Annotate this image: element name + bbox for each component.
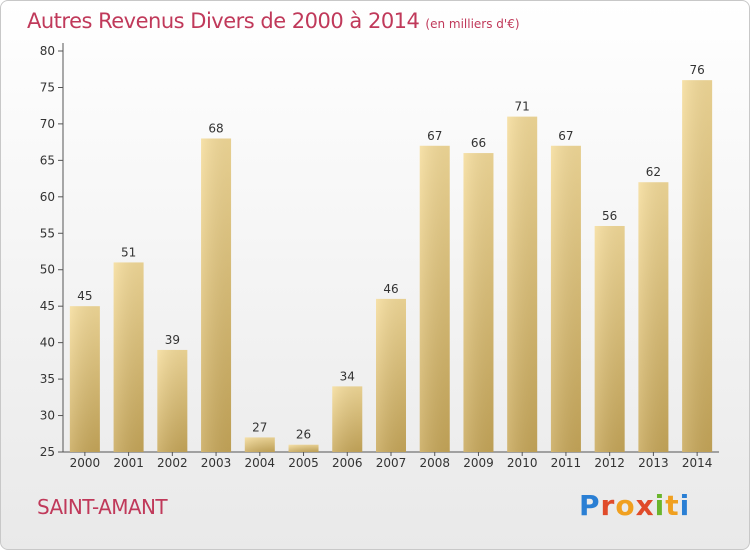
y-tick-label: 35 [40, 372, 55, 386]
chart-title-text: Autres Revenus Divers de 2000 à 2014 [27, 9, 420, 33]
y-tick-label: 40 [40, 336, 55, 350]
y-tick-label: 30 [40, 409, 55, 423]
data-label-2003: 68 [208, 121, 223, 135]
data-label-2014: 76 [689, 63, 704, 77]
bar-shade-2002 [157, 349, 188, 452]
x-tick-label-2000: 2000 [70, 456, 101, 470]
bar-shade-2005 [288, 444, 319, 452]
x-axis: 2000 2001 2002 2003 2004 2005 2006 2007 2008 2009… [63, 451, 719, 470]
data-label-2001: 51 [121, 245, 136, 259]
data-label-2005: 26 [296, 428, 311, 442]
y-tick-label: 45 [40, 299, 55, 313]
x-tick-label-2006: 2006 [332, 456, 363, 470]
data-label-2009: 66 [471, 136, 486, 150]
bar-shade-2006 [332, 386, 363, 452]
commune-name: SAINT-AMANT [37, 495, 168, 519]
x-tick-label-2012: 2012 [594, 456, 625, 470]
bar-shade-2012 [594, 225, 625, 452]
x-tick-label-2010: 2010 [507, 456, 538, 470]
y-tick-label: 70 [40, 117, 55, 131]
bar-shade-2004 [244, 437, 275, 452]
x-tick-label-2007: 2007 [376, 456, 407, 470]
bar-shade-2000 [69, 306, 100, 452]
bar-shade-2014 [682, 80, 713, 452]
bar-shade-2013 [638, 182, 669, 452]
chart-title: Autres Revenus Divers de 2000 à 2014 (en … [27, 9, 520, 33]
data-label-2010: 71 [515, 100, 530, 114]
data-label-2011: 67 [558, 129, 573, 143]
y-tick-label: 60 [40, 190, 55, 204]
x-tick-label-2002: 2002 [157, 456, 188, 470]
data-label-2008: 67 [427, 129, 442, 143]
y-tick-label: 75 [40, 80, 55, 94]
y-tick-label: 65 [40, 153, 55, 167]
data-label-2000: 45 [77, 289, 92, 303]
x-tick-label-2004: 2004 [245, 456, 276, 470]
bar-shade-2009 [463, 153, 494, 452]
x-tick-label-2014: 2014 [682, 456, 713, 470]
x-tick-label-2001: 2001 [113, 456, 144, 470]
y-tick-label: 25 [40, 445, 55, 459]
y-tick-label: 50 [40, 263, 55, 277]
data-label-2007: 46 [383, 282, 398, 296]
x-tick-label-2008: 2008 [419, 456, 450, 470]
bars: 45 51 39 68 27 26 34 46 67 66 71 67 56 62 76 [69, 63, 713, 453]
x-tick-label-2003: 2003 [201, 456, 232, 470]
data-label-2002: 39 [165, 333, 180, 347]
x-tick-label-2011: 2011 [551, 456, 582, 470]
bar-shade-2008 [419, 145, 450, 453]
y-tick-label: 55 [40, 226, 55, 240]
proxiti-logo: Proxiti [579, 489, 691, 522]
bar-shade-2003 [201, 138, 232, 452]
y-axis: 25 30 35 40 45 50 55 60 65 70 75 80 [40, 43, 64, 459]
data-label-2013: 62 [646, 165, 661, 179]
x-tick-label-2013: 2013 [638, 456, 669, 470]
x-tick-label-2005: 2005 [288, 456, 319, 470]
bar-shade-2001 [113, 262, 144, 452]
bar-shade-2010 [507, 116, 538, 453]
data-label-2012: 56 [602, 209, 617, 223]
bar-shade-2011 [550, 145, 581, 453]
chart-unit-label: (en milliers d'€) [425, 17, 520, 31]
x-tick-label-2009: 2009 [463, 456, 494, 470]
bar-shade-2007 [376, 298, 406, 452]
data-label-2006: 34 [340, 369, 355, 383]
data-label-2004: 27 [252, 420, 267, 434]
y-tick-label: 80 [40, 44, 55, 58]
